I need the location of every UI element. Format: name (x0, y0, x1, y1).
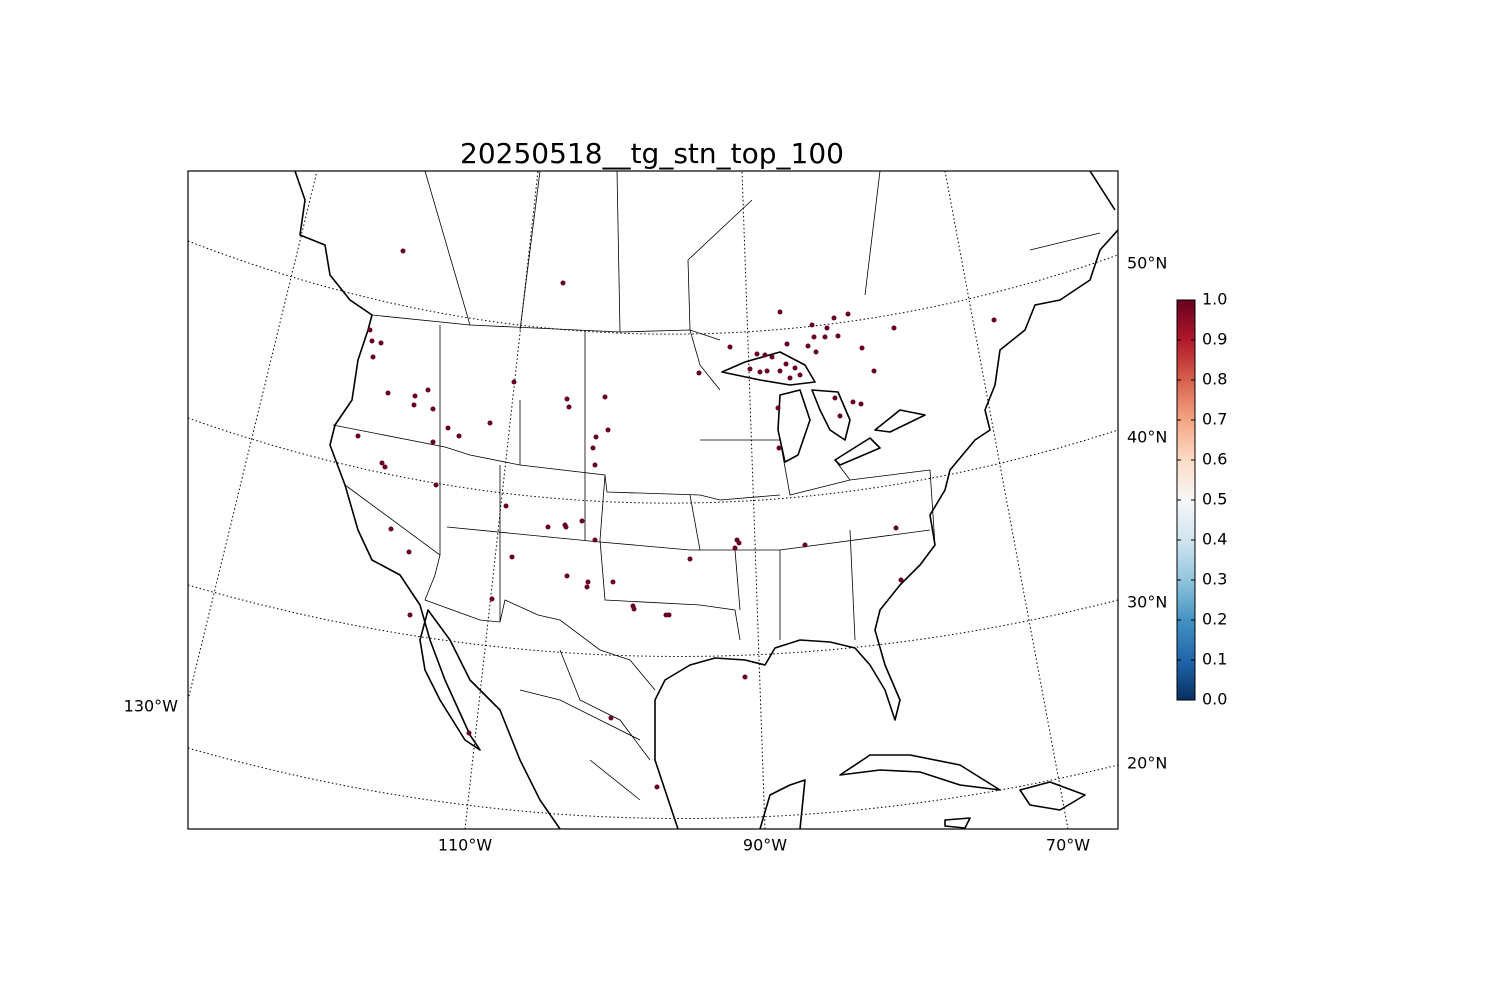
colorbar-tick-label: 0.2 (1202, 610, 1227, 629)
colorbar-tick-label: 1.0 (1202, 290, 1227, 309)
cuba (839, 754, 1086, 829)
state-borders (332, 314, 936, 801)
colorbar-tick-label: 0.5 (1202, 490, 1227, 509)
lon-label: 70°W (1046, 836, 1090, 855)
lon-label: 110°W (438, 836, 493, 855)
colorbar-tick-label: 0.9 (1202, 330, 1227, 349)
lat-label: 20°N (1127, 754, 1167, 773)
meridians (188, 171, 1069, 829)
colorbar-tick-label: 0.3 (1202, 570, 1227, 589)
canada-borders (424, 171, 1101, 333)
colorbar-tick-label: 0.7 (1202, 410, 1227, 429)
lon-label: 90°W (743, 836, 787, 855)
great-lakes (721, 351, 926, 466)
lat-label: 40°N (1127, 428, 1167, 447)
lat-label: 50°N (1127, 254, 1167, 273)
map-body (188, 171, 1118, 829)
map-title: 20250518__tg_stn_top_100 (460, 137, 844, 170)
lat-label: 30°N (1127, 593, 1167, 612)
station-points (355, 248, 997, 790)
map-frame (187, 170, 1119, 830)
colorbar-tick-label: 0.6 (1202, 450, 1227, 469)
colorbar-tick-label: 0.0 (1202, 690, 1227, 709)
colorbar-tick-label: 0.4 (1202, 530, 1227, 549)
lon-label: 130°W (124, 697, 179, 716)
coastline (294, 171, 1118, 829)
parallels (188, 240, 1118, 819)
colorbar-tick-label: 0.8 (1202, 370, 1227, 389)
colorbar-tick-label: 0.1 (1202, 650, 1227, 669)
